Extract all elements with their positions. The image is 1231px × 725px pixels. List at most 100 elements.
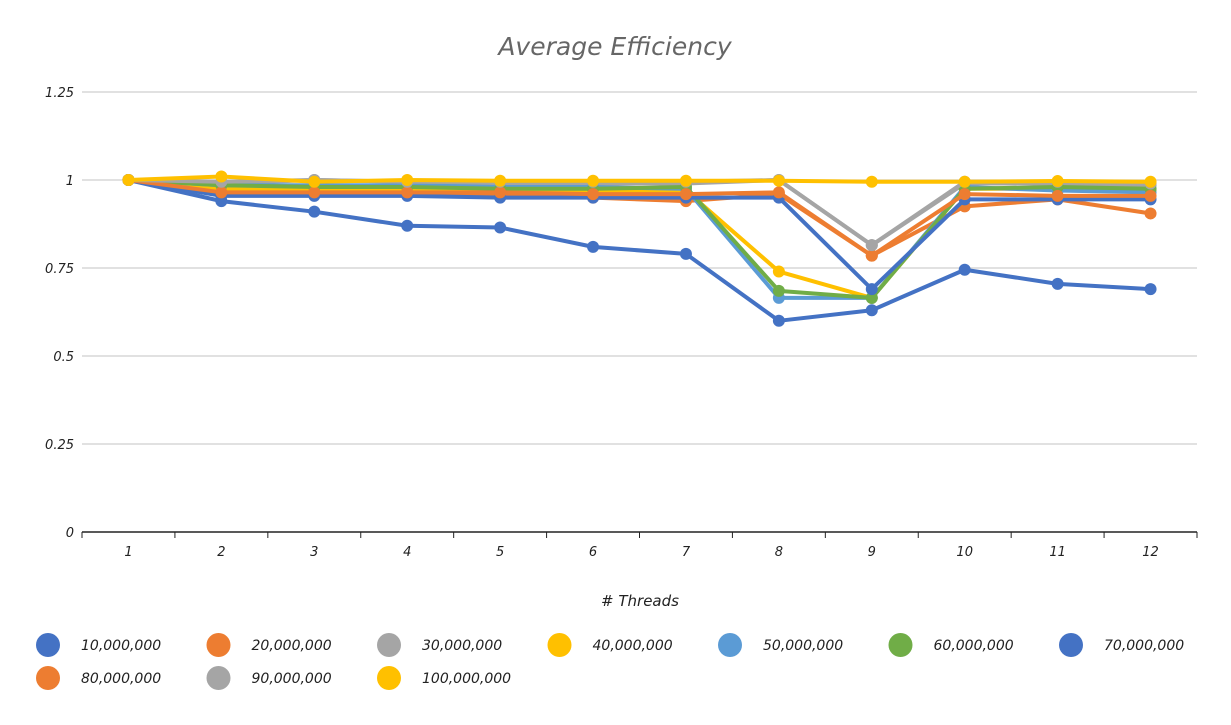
legend-label: 20,000,000 (252, 638, 332, 654)
data-point (122, 174, 135, 186)
series-line (126, 178, 1153, 258)
y-tick-label: 0.25 (45, 438, 74, 453)
data-point (679, 188, 692, 201)
chart-title: Average Efficiency (496, 32, 733, 61)
data-point (958, 175, 971, 188)
legend-item: 50,000,000 (718, 633, 843, 657)
x-tick-label: 4 (403, 545, 411, 560)
x-tick-label: 9 (868, 545, 876, 560)
data-point (1144, 189, 1157, 202)
data-point (401, 219, 414, 232)
x-axis-title: # Threads (601, 592, 679, 610)
legend-marker (718, 633, 742, 657)
data-point (772, 186, 785, 199)
gridlines (82, 91, 1197, 533)
x-tick-label: 6 (589, 545, 597, 560)
data-point (587, 240, 600, 253)
legend-marker (206, 633, 231, 657)
data-point (494, 221, 507, 234)
legend-item: 30,000,000 (377, 633, 502, 657)
series-10,000,000 (122, 174, 1157, 327)
data-point (587, 188, 600, 201)
legend-item: 70,000,000 (1059, 633, 1184, 657)
legend-label: 70,000,000 (1104, 638, 1184, 654)
data-point (215, 186, 228, 199)
legend-item: 10,000,000 (36, 633, 161, 657)
data-point (1051, 277, 1064, 290)
data-point (865, 283, 878, 296)
data-point (679, 247, 692, 260)
legend-item: 80,000,000 (36, 666, 161, 690)
legend-label: 40,000,000 (593, 638, 673, 654)
legend-label: 100,000,000 (422, 671, 511, 687)
data-point (772, 284, 785, 297)
legend-marker (36, 633, 60, 657)
data-point (587, 174, 600, 187)
data-point (958, 188, 971, 201)
data-point (308, 205, 321, 218)
x-axis-ticks: 1 2 3 4 5 6 7 8 9 10 11 12 (81, 532, 1198, 560)
data-point (1144, 175, 1157, 188)
legend-item: 60,000,000 (888, 633, 1014, 657)
data-point (865, 239, 878, 252)
legend-item: 90,000,000 (206, 666, 332, 690)
y-tick-label: 0.75 (45, 262, 74, 277)
data-point (308, 186, 321, 199)
x-tick-label: 7 (682, 545, 691, 560)
series-80,000,000 (122, 174, 1157, 262)
data-point (772, 174, 785, 187)
data-point (865, 175, 878, 188)
data-point (494, 174, 507, 187)
x-tick-label: 1 (124, 545, 132, 560)
legend-label: 30,000,000 (422, 638, 502, 654)
x-tick-label: 5 (496, 545, 504, 560)
legend-marker (1059, 633, 1083, 657)
data-point (494, 186, 507, 199)
data-point (308, 175, 321, 188)
data-point (401, 186, 414, 199)
data-point (679, 174, 692, 187)
data-point (1051, 189, 1064, 202)
legend-item: 20,000,000 (206, 633, 332, 657)
legend-marker (547, 633, 572, 657)
x-tick-label: 12 (1142, 545, 1159, 560)
legend-item: 100,000,000 (377, 666, 511, 690)
legend-item: 40,000,000 (547, 633, 673, 657)
legend-marker (377, 633, 401, 657)
legend-label: 80,000,000 (81, 671, 161, 687)
legend-label: 50,000,000 (763, 638, 843, 654)
legend-label: 10,000,000 (81, 638, 161, 654)
data-point (215, 170, 228, 183)
series-line (126, 178, 1153, 323)
legend-marker (888, 633, 913, 657)
series-line (126, 178, 1153, 300)
legend-label: 60,000,000 (934, 638, 1014, 654)
series-line (126, 174, 1153, 184)
data-point (865, 249, 878, 262)
data-point (772, 314, 785, 327)
data-point (865, 291, 878, 304)
y-axis-ticks: 0 0.25 0.5 0.75 1 1.25 (45, 86, 74, 541)
x-tick-label: 8 (775, 545, 783, 560)
data-point (401, 174, 414, 186)
legend-marker (377, 666, 401, 690)
legend-marker (36, 666, 60, 690)
data-point (1144, 207, 1157, 220)
data-point (1051, 175, 1064, 188)
legend-marker (206, 666, 231, 690)
x-tick-label: 3 (310, 545, 318, 560)
y-tick-label: 0 (66, 526, 74, 541)
x-tick-label: 11 (1049, 545, 1066, 560)
legend-label: 90,000,000 (252, 671, 332, 687)
data-point (958, 263, 971, 276)
series-100,000,000 (122, 170, 1157, 188)
series-line (126, 178, 1153, 292)
x-tick-label: 2 (217, 545, 225, 560)
series-lines (122, 170, 1157, 327)
data-point (772, 265, 785, 278)
y-tick-label: 1.25 (45, 86, 74, 101)
y-tick-label: 1 (66, 174, 74, 189)
x-tick-label: 10 (956, 545, 973, 560)
